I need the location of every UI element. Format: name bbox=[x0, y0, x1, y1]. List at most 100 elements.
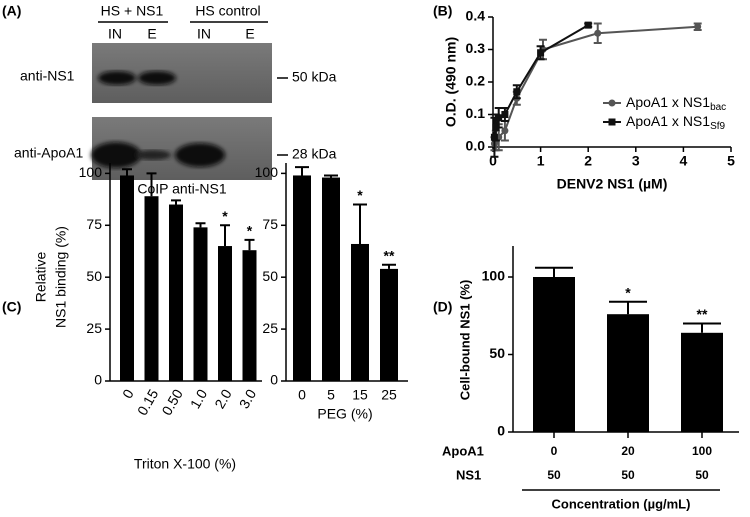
error-bar bbox=[353, 203, 367, 244]
panel-label: (A) bbox=[2, 3, 21, 19]
band bbox=[135, 150, 171, 160]
y-tick-label: 0.3 bbox=[466, 40, 486, 56]
x-tick-label: 5 bbox=[727, 153, 735, 169]
legend-marker bbox=[608, 99, 616, 107]
marker-label: 50 kDa bbox=[292, 69, 337, 85]
x-axis-label: Concentration (µg/mL) bbox=[552, 496, 691, 511]
x-tick-label: 2.0 bbox=[211, 386, 235, 411]
error-bar bbox=[146, 172, 157, 197]
x-tick-label: 100 bbox=[692, 444, 712, 458]
lane-label: IN bbox=[108, 26, 122, 42]
x-axis-label: DENV2 NS1 (µM) bbox=[557, 176, 668, 192]
y-tick-label: 100 bbox=[482, 268, 506, 284]
bar bbox=[380, 268, 398, 381]
bar bbox=[322, 177, 340, 381]
bar bbox=[351, 243, 369, 381]
panel-label: (D) bbox=[433, 299, 452, 315]
error-bar bbox=[220, 224, 230, 247]
significance: ** bbox=[697, 306, 708, 322]
error-bar bbox=[195, 222, 206, 228]
marker-label: 28 kDa bbox=[292, 146, 337, 162]
x-tick-label: 3 bbox=[632, 153, 640, 169]
bar bbox=[193, 227, 208, 381]
panel-label: (B) bbox=[433, 3, 452, 19]
group-label: HS control bbox=[195, 3, 260, 19]
marker bbox=[694, 23, 702, 31]
row-label: anti-ApoA1 bbox=[14, 145, 83, 161]
band bbox=[91, 142, 141, 168]
band bbox=[98, 71, 136, 85]
significance: * bbox=[357, 187, 363, 203]
y-tick-label: 50 bbox=[262, 268, 278, 284]
row-label: NS1 bbox=[456, 467, 481, 482]
y-tick-label: 100 bbox=[255, 164, 279, 180]
y-tick-label: 0 bbox=[270, 372, 278, 388]
x-tick-label: 0 bbox=[119, 386, 137, 401]
x-tick-label: 50 bbox=[621, 468, 635, 482]
y-axis-label: NS1 binding (%) bbox=[53, 226, 69, 328]
significance: * bbox=[222, 208, 228, 224]
error-bar bbox=[609, 300, 647, 315]
group-label: HS + NS1 bbox=[101, 3, 164, 19]
marker bbox=[584, 21, 592, 29]
y-tick-label: 50 bbox=[489, 345, 505, 361]
x-tick-label: 1.0 bbox=[187, 386, 211, 411]
error-bar bbox=[122, 168, 132, 176]
marker bbox=[495, 114, 503, 122]
row-label: ApoA1 bbox=[442, 443, 484, 458]
caption: CoIP anti-NS1 bbox=[137, 181, 226, 197]
error-bar bbox=[535, 266, 573, 277]
bar bbox=[169, 204, 183, 381]
lane-label: E bbox=[147, 26, 156, 42]
x-tick-label: 2 bbox=[584, 153, 592, 169]
legend-subscript: Sf9 bbox=[710, 121, 725, 132]
error-bar bbox=[244, 238, 255, 251]
x-axis-label: Triton X-100 (%) bbox=[134, 456, 236, 472]
y-axis-label: Cell-bound NS1 (%) bbox=[457, 280, 472, 401]
y-tick-label: 0.1 bbox=[466, 105, 486, 121]
x-tick-label: 25 bbox=[381, 387, 397, 403]
error-bar bbox=[324, 174, 338, 178]
legend-marker bbox=[608, 118, 616, 126]
significance: * bbox=[247, 223, 253, 239]
band bbox=[175, 143, 225, 167]
legend-label: ApoA1 x NS1bac bbox=[626, 94, 726, 113]
y-tick-label: 25 bbox=[86, 320, 102, 336]
y-tick-label: 50 bbox=[86, 268, 102, 284]
x-tick-label: 4 bbox=[680, 153, 688, 169]
significance: * bbox=[625, 285, 631, 301]
bar bbox=[607, 314, 649, 432]
x-tick-label: 3.0 bbox=[236, 386, 260, 411]
bar bbox=[533, 277, 575, 432]
panel-label: (C) bbox=[2, 299, 21, 315]
bar bbox=[120, 175, 134, 381]
error-bar bbox=[295, 166, 309, 176]
bar bbox=[144, 196, 159, 381]
legend-name: ApoA1 x NS1 bbox=[626, 113, 710, 129]
marker bbox=[537, 49, 545, 57]
bar bbox=[293, 175, 311, 381]
legend-name: ApoA1 x NS1 bbox=[626, 94, 710, 110]
y-tick-label: 0.2 bbox=[466, 73, 486, 89]
bar bbox=[242, 250, 257, 381]
y-tick-label: 0 bbox=[94, 372, 102, 388]
error-bar bbox=[382, 263, 396, 269]
error-bar bbox=[171, 199, 181, 205]
y-tick-label: 0.4 bbox=[466, 8, 486, 24]
x-tick-label: 50 bbox=[547, 468, 561, 482]
x-tick-label: 5 bbox=[327, 387, 335, 403]
y-tick-label: 25 bbox=[262, 320, 278, 336]
marker bbox=[501, 127, 509, 135]
lane-label: IN bbox=[197, 26, 211, 42]
x-axis-label: PEG (%) bbox=[317, 406, 372, 422]
x-tick-label: 0 bbox=[489, 153, 497, 169]
y-tick-label: 0.0 bbox=[466, 138, 486, 154]
marker bbox=[513, 88, 521, 96]
bar bbox=[681, 332, 723, 432]
y-tick-label: 0 bbox=[497, 423, 505, 439]
marker bbox=[594, 29, 602, 37]
bar bbox=[218, 246, 232, 381]
legend-label: ApoA1 x NS1Sf9 bbox=[626, 113, 726, 132]
x-tick-label: 20 bbox=[621, 444, 635, 458]
